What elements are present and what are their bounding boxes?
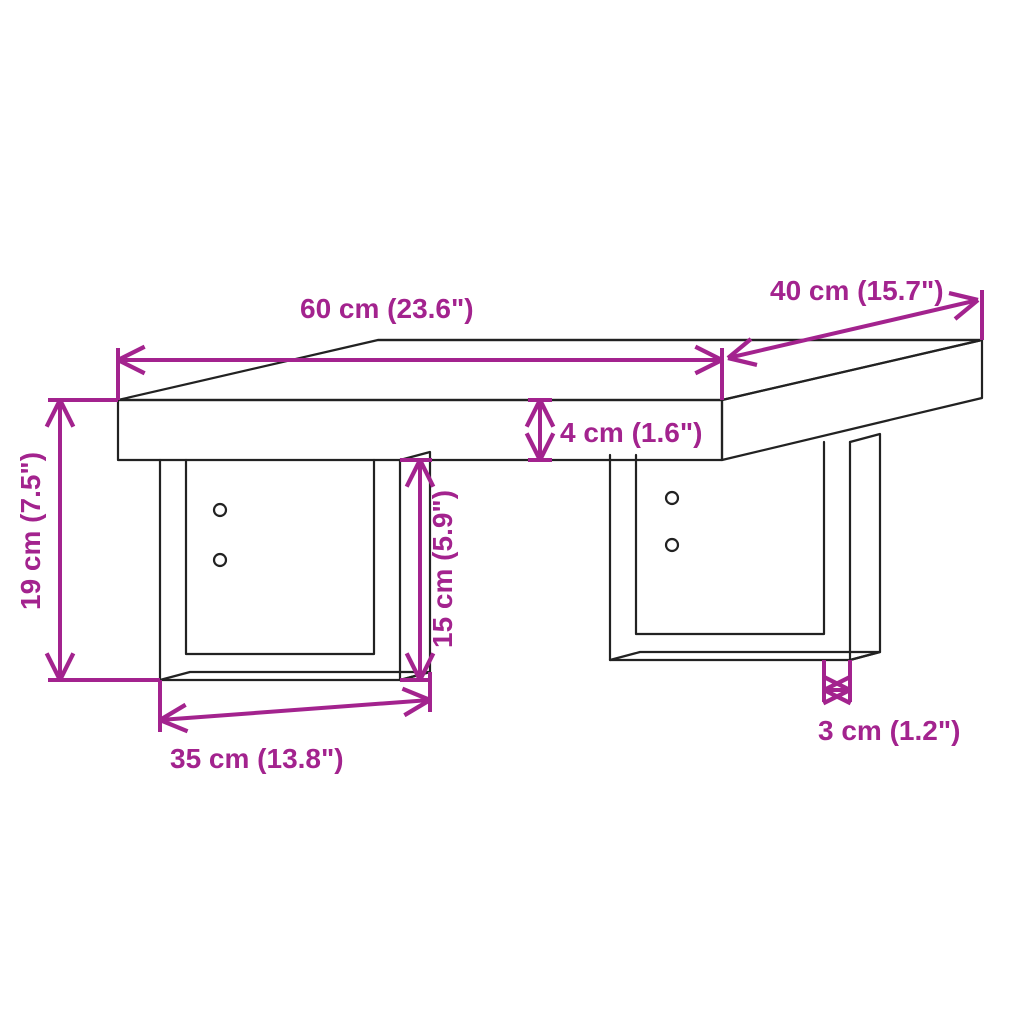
- dim-bracket-depth-label: 35 cm (13.8"): [170, 743, 344, 774]
- right-bracket: [610, 434, 880, 660]
- dim-depth: 40 cm (15.7"): [728, 275, 982, 358]
- dim-width: 60 cm (23.6"): [118, 293, 722, 400]
- dim-bracket-thick-label: 3 cm (1.2"): [818, 715, 960, 746]
- dim-depth-label: 40 cm (15.7"): [770, 275, 944, 306]
- dim-bracket-depth: 35 cm (13.8"): [160, 672, 430, 774]
- dim-total-height: 19 cm (7.5"): [15, 400, 160, 680]
- left-bracket: [160, 452, 430, 680]
- dim-top-thickness: 4 cm (1.6"): [528, 400, 702, 460]
- dim-bracket-height: 15 cm (5.9"): [400, 460, 458, 680]
- dim-total-height-label: 19 cm (7.5"): [15, 452, 46, 610]
- shelf-outline: [118, 340, 982, 680]
- dim-bracket-height-label: 15 cm (5.9"): [427, 490, 458, 648]
- shelf-dimension-diagram: 60 cm (23.6") 40 cm (15.7") 19 cm (7.5")…: [0, 0, 1024, 1024]
- dim-bracket-thick: 3 cm (1.2"): [818, 660, 960, 746]
- dim-top-thickness-label: 4 cm (1.6"): [560, 417, 702, 448]
- dim-width-label: 60 cm (23.6"): [300, 293, 474, 324]
